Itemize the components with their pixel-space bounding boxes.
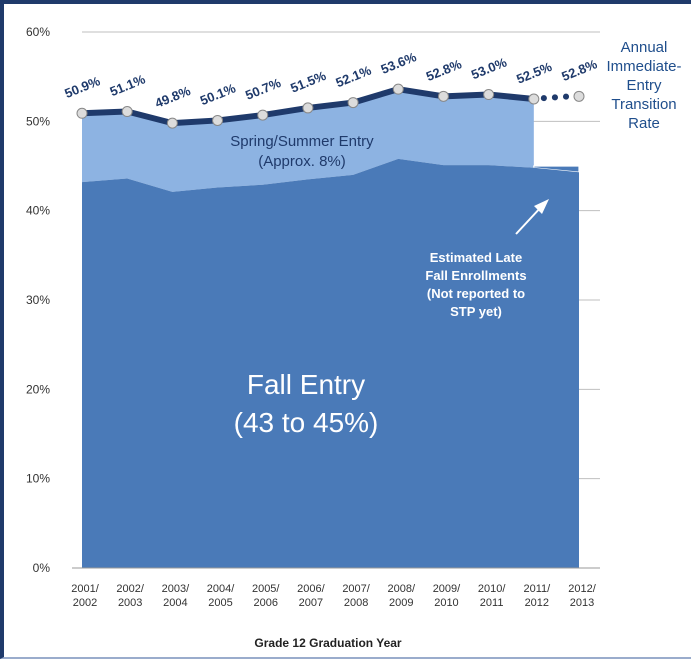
x-tick-label: 2008/2009 bbox=[388, 583, 416, 609]
spring-label-1: Spring/Summer Entry bbox=[230, 133, 374, 150]
rate-label: 52.8% bbox=[424, 56, 464, 84]
rate-label: 52.8% bbox=[559, 56, 599, 84]
fall-label-1: Fall Entry bbox=[247, 369, 365, 400]
late-label-1: Estimated Late bbox=[430, 250, 522, 265]
rate-point bbox=[437, 90, 449, 102]
legend: Annual Immediate- Entry Transition Rate bbox=[606, 39, 681, 132]
x-tick-label: 2005/2006 bbox=[252, 583, 280, 609]
x-tick-label: 2009/2010 bbox=[433, 583, 461, 609]
rate-label: 51.1% bbox=[108, 71, 148, 99]
y-tick-label: 50% bbox=[26, 114, 50, 128]
y-tick-label: 0% bbox=[33, 561, 51, 575]
rate-point bbox=[257, 109, 269, 121]
x-axis-ticks: 2001/2002 2002/2003 2003/2004 2004/2005 2005… bbox=[71, 583, 596, 609]
x-tick-label: 2010/2011 bbox=[478, 583, 506, 609]
legend-line-1: Annual bbox=[621, 39, 668, 56]
rate-label: 53.0% bbox=[469, 54, 509, 82]
rate-point bbox=[528, 93, 540, 105]
y-tick-label: 60% bbox=[26, 25, 50, 39]
y-tick-label: 30% bbox=[26, 293, 50, 307]
rate-point bbox=[166, 117, 178, 129]
y-tick-label: 10% bbox=[26, 472, 50, 486]
late-label-3: (Not reported to bbox=[427, 286, 525, 301]
x-tick-label: 2004/2005 bbox=[207, 583, 235, 609]
rate-point bbox=[392, 83, 404, 95]
areas bbox=[82, 89, 580, 568]
late-label-4: STP yet) bbox=[450, 304, 502, 319]
rate-point bbox=[121, 106, 133, 118]
rate-label: 52.1% bbox=[334, 62, 374, 90]
x-tick-label: 2001/2002 bbox=[71, 583, 99, 609]
legend-line-3: Entry bbox=[626, 77, 662, 94]
late-arrowhead bbox=[534, 199, 549, 214]
x-tick-label: 2012/2013 bbox=[568, 583, 596, 609]
x-tick-label: 2011/2012 bbox=[523, 583, 551, 609]
area-estimated-late-fall bbox=[533, 165, 580, 173]
rate-label: 51.5% bbox=[288, 68, 328, 96]
rate-label: 50.1% bbox=[198, 80, 238, 108]
rate-label: 50.7% bbox=[243, 75, 283, 103]
late-annotation: Estimated Late Fall Enrollments (Not rep… bbox=[425, 199, 549, 319]
rate-label: 53.6% bbox=[379, 49, 419, 77]
rate-point bbox=[76, 107, 88, 119]
legend-line-4: Transition bbox=[611, 96, 676, 113]
area-spring-summer-entry bbox=[82, 89, 534, 192]
rate-line bbox=[76, 83, 585, 129]
rate-point bbox=[212, 114, 224, 126]
rate-line-projected bbox=[540, 93, 574, 102]
rate-point bbox=[573, 90, 585, 102]
fall-annotation: Fall Entry (43 to 45%) bbox=[234, 369, 379, 438]
x-tick-label: 2006/2007 bbox=[297, 583, 325, 609]
fall-label-2: (43 to 45%) bbox=[234, 407, 379, 438]
rate-point bbox=[483, 89, 495, 101]
late-label-2: Fall Enrollments bbox=[425, 268, 526, 283]
legend-line-5: Rate bbox=[628, 115, 660, 132]
area-fall-entry bbox=[82, 158, 579, 568]
x-tick-label: 2007/2008 bbox=[342, 583, 370, 609]
spring-annotation: Spring/Summer Entry (Approx. 8%) bbox=[230, 133, 374, 170]
y-tick-label: 20% bbox=[26, 382, 50, 396]
late-arrow bbox=[515, 205, 543, 235]
rate-point bbox=[302, 102, 314, 114]
legend-line-2: Immediate- bbox=[606, 58, 681, 75]
x-axis-title: Grade 12 Graduation Year bbox=[254, 636, 402, 650]
rate-label: 52.5% bbox=[514, 59, 554, 87]
x-tick-label: 2003/2004 bbox=[162, 583, 190, 609]
x-tick-label: 2002/2003 bbox=[116, 583, 144, 609]
chart: 0%10%20%30%40%50%60% 2001/20022002/20032… bbox=[26, 25, 682, 650]
rate-label: 49.8% bbox=[153, 83, 193, 111]
spring-label-2: (Approx. 8%) bbox=[258, 153, 346, 170]
y-tick-label: 40% bbox=[26, 204, 50, 218]
rate-label: 50.9% bbox=[62, 73, 102, 101]
y-axis-ticks: 0% 10% 20% 30% 40% 50% 60% bbox=[26, 25, 50, 575]
rate-point bbox=[347, 97, 359, 109]
